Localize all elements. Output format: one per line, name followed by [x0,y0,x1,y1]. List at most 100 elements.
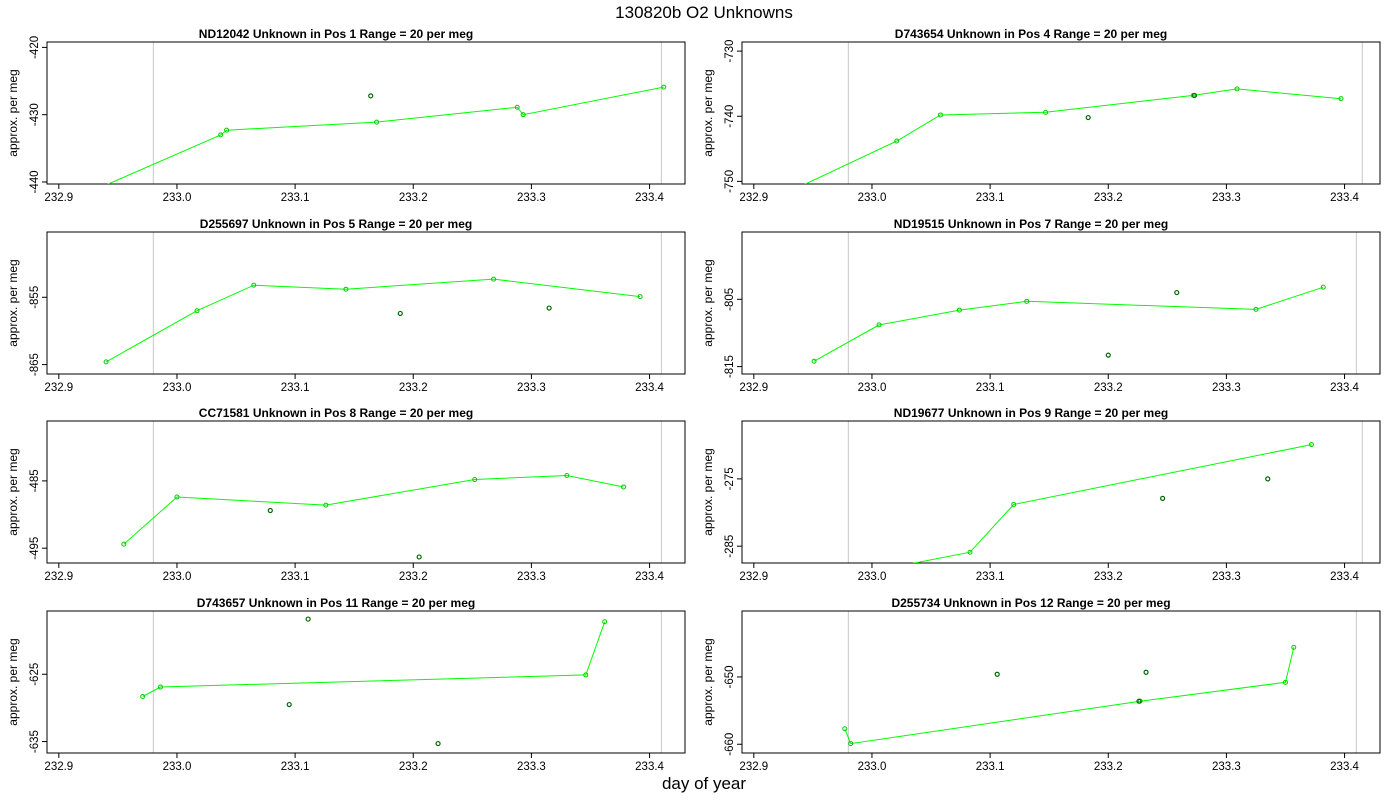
y-tick-label: -275 [724,467,736,490]
open-point [1160,495,1166,501]
series-point [842,726,848,732]
open-point [1085,114,1091,121]
x-tick-label: 233.1 [281,571,310,583]
x-tick-label: 233.0 [163,571,192,583]
series-point [637,294,643,300]
series-point [1282,679,1288,685]
plot-area [811,284,1326,364]
series-point [1043,109,1049,115]
x-tick-label: 233.1 [281,382,310,394]
x-tick-label: 233.0 [163,192,192,204]
plot-area [842,644,1297,747]
series-point [157,684,163,690]
y-tick-label: -485 [29,469,41,492]
x-tick-label: 233.2 [399,571,428,583]
y-axis-label: approx. per meg [701,259,715,346]
series-point [781,192,785,196]
plot-frame [46,41,686,185]
y-tick-label: -730 [724,40,736,63]
series-point [894,138,900,144]
x-tick-label: 233.4 [635,571,664,583]
x-tick-label: 232.9 [739,761,768,773]
panel-title: D255734 Unknown in Pos 12 Range = 20 per… [891,596,1170,610]
plot-frame [46,610,686,754]
plot-area [103,276,643,365]
series-point [1338,96,1344,102]
series-point [472,477,478,483]
x-tick-label: 233.4 [635,192,664,204]
open-point [546,305,552,311]
series-point [583,672,589,678]
x-tick-label: 233.3 [1212,571,1241,583]
x-tick-label: 233.2 [1094,192,1123,204]
open-point [435,740,441,747]
x-tick-label: 233.2 [399,382,428,394]
main-title: 130820b O2 Unknowns [615,3,793,22]
panel-title: D255697 Unknown in Pos 5 Range = 20 per … [200,217,472,231]
plot-frame [741,41,1381,185]
series-line [142,621,606,697]
panel-1: ND12042 Unknown in Pos 1 Range = 20 per … [6,27,686,204]
y-axis-label: approx. per meg [6,448,20,535]
x-tick-label: 233.1 [976,382,1005,394]
open-point [1136,698,1142,704]
plot-area [121,473,627,560]
open-point [305,616,311,622]
series-point [564,473,570,479]
x-tick-label: 233.4 [635,761,664,773]
plot-frame [741,420,1381,564]
open-point [416,554,422,560]
x-tick-label: 233.0 [858,761,887,773]
x-tick-label: 233.2 [399,761,428,773]
y-axis-label: approx. per meg [6,69,20,156]
x-tick-label: 233.4 [1330,571,1359,583]
x-tick-label: 233.4 [1330,192,1359,204]
y-tick-label: -420 [29,36,41,59]
y-tick-label: -805 [724,288,736,311]
series-point [520,112,526,118]
series-point [967,549,973,555]
panel-title: ND19677 Unknown in Pos 9 Range = 20 per … [894,406,1168,420]
series-point [251,282,257,288]
x-tick-label: 233.0 [858,382,887,394]
x-tick-label: 233.3 [1212,192,1241,204]
series-line [123,474,624,545]
panel-5: CC71581 Unknown in Pos 8 Range = 20 per … [6,406,686,583]
series-point [491,276,497,282]
y-tick-label: -285 [724,535,736,558]
series-point [323,502,329,508]
x-tick-label: 233.0 [163,761,192,773]
y-axis-label: approx. per meg [6,259,20,346]
series-point [514,104,520,110]
x-tick-label: 233.1 [976,192,1005,204]
series-point [937,112,943,118]
open-point [267,507,273,514]
series-point [1320,284,1326,290]
series-point [1291,644,1297,650]
x-tick-label: 233.4 [1330,761,1359,773]
series-point [1011,501,1017,507]
plot-area [781,86,1344,196]
y-tick-label: -495 [29,537,41,560]
series-line [107,86,664,184]
x-tick-label: 233.0 [858,571,887,583]
series-line [844,647,1295,745]
x-tick-label: 233.2 [1094,382,1123,394]
series-point [174,494,180,500]
x-tick-label: 233.1 [976,571,1005,583]
series-point [602,619,608,625]
plot-area [107,84,667,184]
panel-8: D255734 Unknown in Pos 12 Range = 20 per… [701,596,1381,773]
open-point [1265,476,1271,482]
x-tick-label: 233.0 [163,382,192,394]
panel-title: ND12042 Unknown in Pos 1 Range = 20 per … [199,27,473,41]
x-tick-label: 232.9 [739,192,768,204]
y-tick-label: -740 [724,105,736,128]
open-point [994,671,1000,677]
series-point [876,322,882,328]
series-point [840,575,844,579]
y-tick-label: -865 [29,353,41,376]
series-point [1253,306,1259,312]
series-point [1024,298,1030,304]
series-point [343,286,349,292]
